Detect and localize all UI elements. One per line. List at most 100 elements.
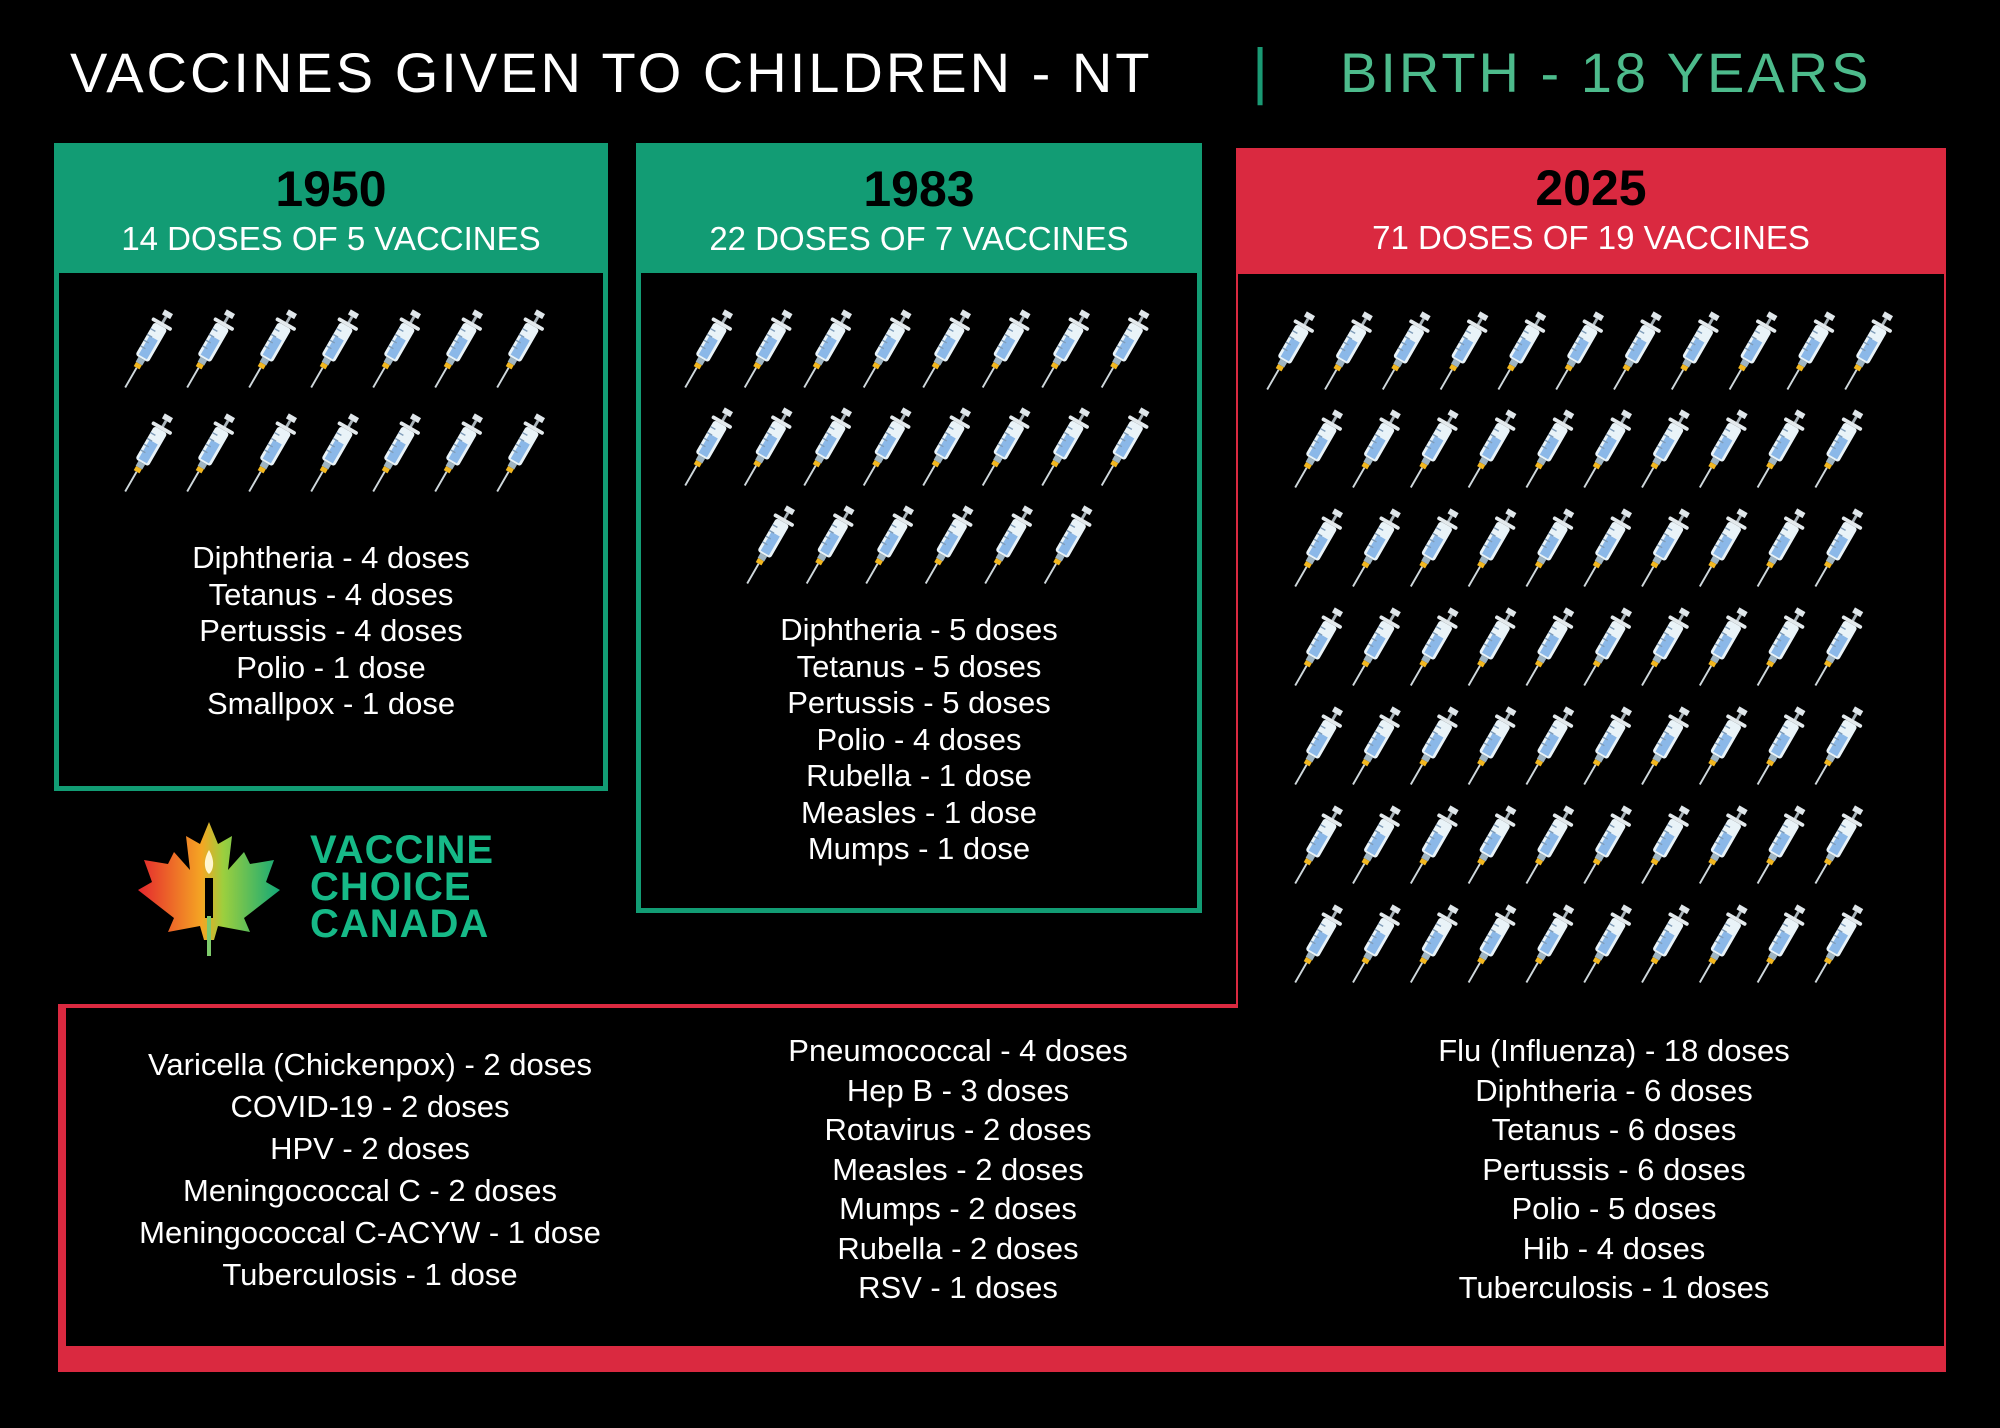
syringe-icon	[1631, 801, 1697, 891]
logo-line: VACCINE	[310, 828, 495, 872]
syringe-icon	[733, 305, 800, 395]
dose-item: Rotavirus - 2 doses	[824, 1112, 1092, 1147]
syringe-icon	[1804, 504, 1870, 594]
syringe-icon	[1031, 403, 1097, 493]
syringe-icon	[736, 501, 802, 591]
syringe-icon	[793, 403, 859, 493]
syringe-icon	[974, 501, 1040, 591]
column-2025-header: 2025 71 DOSES OF 19 VACCINES	[1236, 148, 1946, 274]
syringe-icon	[1631, 900, 1697, 990]
syringe-icon	[971, 305, 1038, 395]
dose-item: Hep B - 3 doses	[846, 1072, 1070, 1108]
syringe-icon	[1515, 801, 1581, 891]
syringe-icon	[1090, 403, 1157, 493]
syringe-icon	[1090, 305, 1157, 395]
syringe-icon	[1033, 501, 1100, 591]
logo-line: CHOICE	[310, 865, 472, 909]
dose-item: Diphtheria - 4 doses	[192, 540, 470, 575]
dose-item: Polio - 4 doses	[816, 721, 1022, 757]
syringe-icon	[1457, 405, 1524, 495]
syringe-icon	[1399, 900, 1466, 990]
column-1950-year: 1950	[275, 161, 387, 217]
syringe-icon	[1515, 702, 1581, 792]
syringe-icon	[1688, 702, 1755, 792]
syringe-icon	[1457, 900, 1524, 990]
title-separator: |	[1252, 37, 1269, 106]
syringe-icon	[1688, 603, 1755, 693]
syringe-icon	[486, 409, 552, 499]
syringe-icon	[238, 409, 304, 499]
syringe-icon	[1342, 900, 1408, 990]
syringe-icon	[1284, 504, 1350, 594]
maple-leaf-candle-icon	[138, 822, 280, 956]
syringe-icon	[1457, 702, 1524, 792]
syringe-icon	[1776, 307, 1842, 397]
syringe-icon	[114, 409, 180, 499]
syringe-icon	[1342, 405, 1408, 495]
dose-item: Mumps - 2 doses	[839, 1191, 1077, 1226]
syringe-icon	[1515, 900, 1581, 990]
dose-item: COVID-19 - 2 doses	[230, 1089, 510, 1124]
syringe-icon	[1573, 801, 1639, 891]
syringe-icon	[1031, 305, 1097, 395]
syringe-icon	[1631, 603, 1697, 693]
dose-item: Tetanus - 4 doses	[208, 576, 454, 612]
column-2025-year: 2025	[1535, 160, 1647, 216]
column-1983-dose-list: Diphtheria - 5 doses Tetanus - 5 doses P…	[636, 612, 1202, 868]
syringe-icon	[1284, 801, 1350, 891]
syringe-icon	[793, 305, 859, 395]
syringe-icon	[1688, 405, 1755, 495]
syringe-icon	[1399, 603, 1466, 693]
dose-item: Diphtheria - 6 doses	[1475, 1072, 1753, 1108]
dose-item: Tuberculosis - 1 doses	[1458, 1270, 1770, 1305]
syringe-icon	[1342, 504, 1408, 594]
dose-item: Measles - 1 dose	[800, 794, 1038, 830]
dose-item: Pneumococcal - 4 doses	[788, 1033, 1128, 1068]
syringe-icon	[1804, 702, 1870, 792]
syringe-icon	[914, 501, 981, 591]
syringe-icon	[1746, 603, 1813, 693]
dose-item: Tetanus - 6 doses	[1491, 1112, 1737, 1147]
dose-item: Pertussis - 6 doses	[1482, 1151, 1746, 1187]
syringe-icon	[674, 403, 740, 493]
syringe-icon	[1746, 801, 1813, 891]
dose-item: Polio - 5 doses	[1511, 1191, 1717, 1226]
syringe-icon	[1545, 307, 1611, 397]
syringe-icon	[1573, 405, 1639, 495]
syringe-icon	[1804, 405, 1870, 495]
dose-item: Tetanus - 5 doses	[796, 648, 1042, 684]
syringe-icon	[1256, 307, 1322, 397]
column-1950-summary: 14 DOSES OF 5 VACCINES	[121, 220, 541, 257]
syringe-icon	[1399, 801, 1466, 891]
syringe-icon	[852, 305, 919, 395]
dose-item: Meningococcal C - 2 doses	[183, 1173, 557, 1208]
syringe-icon	[1746, 504, 1813, 594]
dose-item: HPV - 2 doses	[270, 1131, 470, 1166]
syringe-icon	[1603, 307, 1669, 397]
syringe-icon	[1399, 702, 1466, 792]
dose-item: Measles - 2 doses	[832, 1151, 1084, 1187]
syringe-icon	[1284, 603, 1350, 693]
bottom-list-middle: Pneumococcal - 4 doses Hep B - 3 doses R…	[680, 1031, 1236, 1308]
syringe-icon	[1688, 801, 1755, 891]
syringe-icon	[1399, 504, 1466, 594]
syringe-icon	[1573, 702, 1639, 792]
dose-item: Varicella (Chickenpox) - 2 doses	[148, 1047, 592, 1082]
dose-item: Smallpox - 1 dose	[206, 686, 456, 721]
column-2025-summary: 71 DOSES OF 19 VACCINES	[1372, 219, 1810, 256]
syringe-icon	[1371, 307, 1438, 397]
column-1983-summary: 22 DOSES OF 7 VACCINES	[709, 220, 1129, 257]
syringe-icon	[674, 305, 740, 395]
syringe-icon	[176, 305, 242, 395]
column-1950-header: 1950 14 DOSES OF 5 VACCINES	[54, 143, 608, 273]
dose-item: Pertussis - 5 doses	[787, 685, 1051, 720]
syringe-icon	[1746, 702, 1813, 792]
syringe-icon	[1631, 702, 1697, 792]
syringe-icon	[238, 305, 304, 395]
syringe-icon	[1342, 702, 1408, 792]
syringe-icon	[1573, 900, 1639, 990]
syringe-icon	[362, 409, 428, 499]
syringe-icon	[1457, 504, 1524, 594]
dose-item: Meningococcal C-ACYW - 1 dose	[139, 1215, 601, 1250]
